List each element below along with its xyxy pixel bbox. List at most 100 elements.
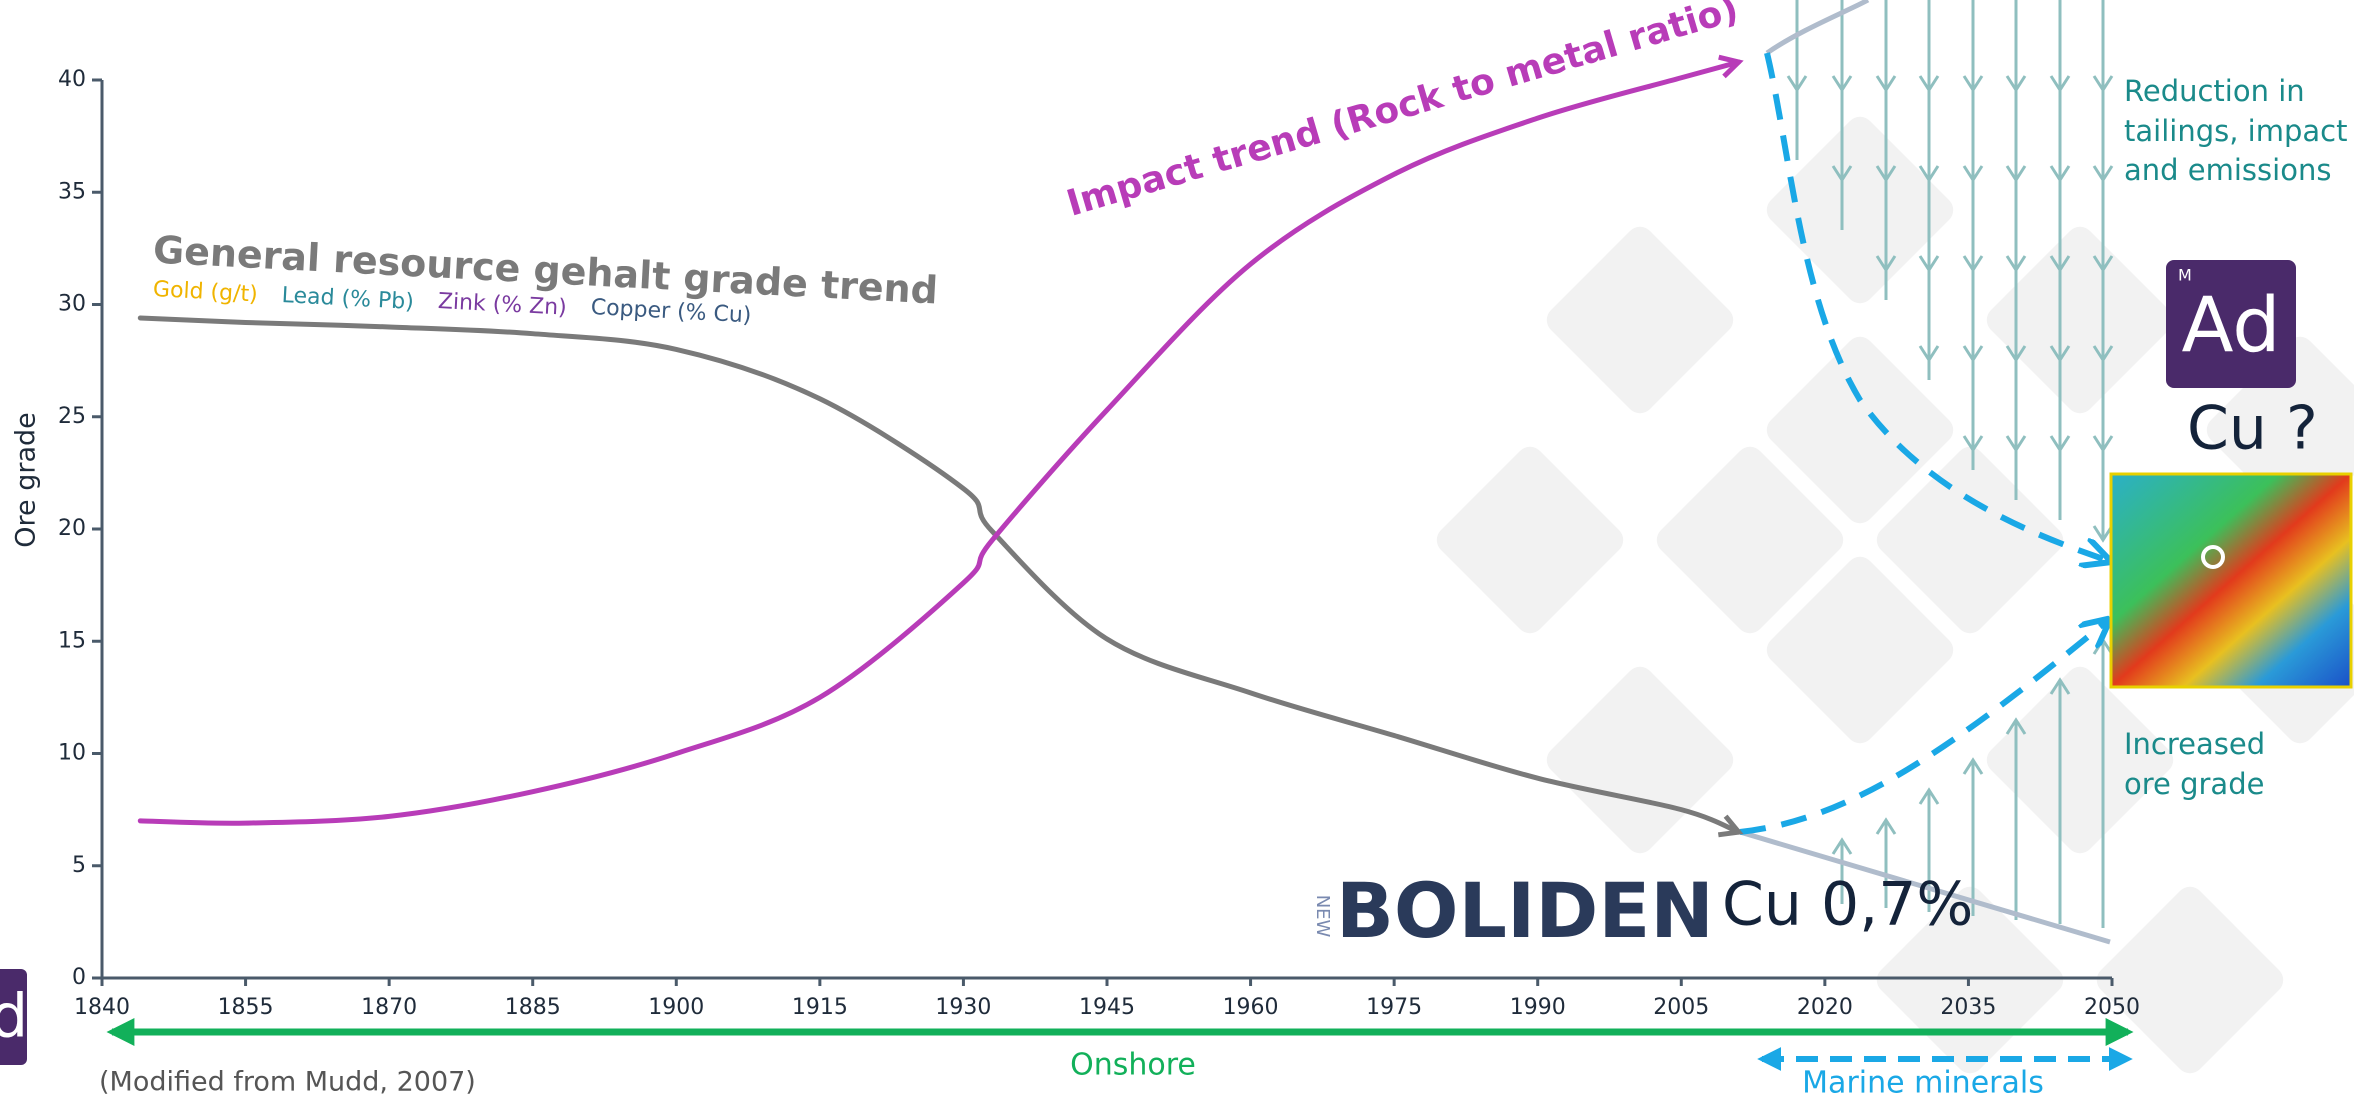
y-tick-label: 15 xyxy=(58,628,86,653)
arrow-head xyxy=(1831,837,1853,855)
ad-logo-edge xyxy=(0,969,27,1065)
increased-text: ore grade xyxy=(2124,767,2264,801)
x-tick-label: 2035 xyxy=(1940,995,1996,1020)
boliden-new: NEW xyxy=(1312,895,1333,938)
y-tick-label: 10 xyxy=(58,741,86,766)
source-note: (Modified from Mudd, 2007) xyxy=(99,1067,476,1098)
legend-label: Zink (% Zn) xyxy=(437,289,567,321)
y-axis-label: Ore grade xyxy=(11,412,42,548)
y-tick-label: 5 xyxy=(72,853,86,878)
x-tick-label: 1915 xyxy=(792,995,848,1020)
arrow-head xyxy=(1918,75,1940,93)
arrow-field xyxy=(1786,0,2114,928)
boliden-logo-bg xyxy=(1310,864,1686,954)
arrow-head xyxy=(2005,255,2027,273)
reduction-text: tailings, impact xyxy=(2124,114,2347,148)
ad-logo-m: M xyxy=(2178,266,2192,285)
x-tick-label: 1885 xyxy=(505,995,561,1020)
x-tick-label: 2020 xyxy=(1797,995,1853,1020)
bg-diamond xyxy=(1986,226,2174,414)
arrow-head xyxy=(2005,717,2027,735)
x-tick-label: 1960 xyxy=(1223,995,1279,1020)
projection-dashed xyxy=(1764,52,2106,560)
x-tick-label: 2050 xyxy=(2084,995,2140,1020)
y-tick-label: 30 xyxy=(58,292,86,317)
arrow-head xyxy=(1962,757,1984,775)
bg-diamond xyxy=(1986,666,2174,854)
cu-unknown: Cu ? xyxy=(2187,394,2318,464)
y-tick-label: 25 xyxy=(58,404,86,429)
arrow-head xyxy=(1875,165,1897,183)
arrow-head xyxy=(2005,75,2027,93)
bg-diamond xyxy=(1546,226,1734,414)
bg-diamond xyxy=(1766,336,1954,524)
arrow-head xyxy=(1831,165,1853,183)
arrow-head xyxy=(1918,345,1940,363)
x-tick-label: 1870 xyxy=(361,995,417,1020)
bg-diamond xyxy=(2096,886,2284,1074)
impact-label: Impact trend (Rock to metal ratio) xyxy=(1062,0,1743,225)
x-tick-label: 1840 xyxy=(74,995,130,1020)
y-tick-label: 35 xyxy=(58,179,86,204)
line-arrowhead xyxy=(1717,814,1744,838)
y-tick-label: 0 xyxy=(72,965,86,990)
arrow-head xyxy=(1962,435,1984,453)
arrow-head xyxy=(2092,165,2114,183)
increased-text: Increased xyxy=(2124,727,2265,761)
bg-diamond xyxy=(1656,446,1844,634)
bg-diamond xyxy=(1766,556,1954,744)
projection-line xyxy=(1739,829,2111,945)
reduction-text: and emissions xyxy=(2124,153,2331,187)
arrow-head xyxy=(2092,435,2114,453)
projection-dashed xyxy=(1739,622,2106,835)
marine-label: Marine minerals xyxy=(1802,1066,2044,1101)
arrow-head xyxy=(1918,787,1940,805)
boliden-logo: BOLIDEN xyxy=(1336,866,1714,955)
arrow-head xyxy=(2049,255,2071,273)
ad-logo xyxy=(2166,260,2296,388)
y-tick-label: 20 xyxy=(58,516,86,541)
arrow-head xyxy=(1786,75,1808,93)
projection-line xyxy=(1765,0,1870,56)
reduction-text: Reduction in xyxy=(2124,74,2305,108)
x-tick-label: 1930 xyxy=(935,995,991,1020)
arrow-head xyxy=(2005,345,2027,363)
ad-logo-edge-text: d xyxy=(0,982,28,1052)
legend-label: Gold (g/t) xyxy=(152,277,258,307)
arrow-head xyxy=(2092,345,2114,363)
series-line xyxy=(137,59,1742,826)
arrow-head xyxy=(2092,255,2114,273)
bg-diamond xyxy=(1766,116,1954,304)
x-tick-label: 1855 xyxy=(218,995,274,1020)
x-tick-label: 1975 xyxy=(1366,995,1422,1020)
arrow-head xyxy=(2092,75,2114,93)
arrow-head xyxy=(2049,75,2071,93)
arrow-head xyxy=(1962,165,1984,183)
series-line xyxy=(137,315,1742,835)
arrow-head xyxy=(1875,75,1897,93)
line-arrowhead xyxy=(1718,54,1744,79)
arrow-head xyxy=(1962,255,1984,273)
arrow-head xyxy=(2049,677,2071,695)
x-tick-label: 1900 xyxy=(648,995,704,1020)
arrow-head xyxy=(2049,345,2071,363)
arrow-head xyxy=(2005,165,2027,183)
y-tick-label: 40 xyxy=(58,67,86,92)
arrow-head xyxy=(1831,75,1853,93)
onshore-label: Onshore xyxy=(1070,1048,1196,1083)
x-tick-label: 1990 xyxy=(1510,995,1566,1020)
arrow-head xyxy=(1875,255,1897,273)
bg-diamond xyxy=(1436,446,1624,634)
bathymetry-image xyxy=(2109,472,2353,689)
arrow-head xyxy=(1875,817,1897,835)
arrow-head xyxy=(2049,435,2071,453)
cu-current: Cu 0,7% xyxy=(1722,870,1973,940)
arrow-head xyxy=(1962,75,1984,93)
arrow-head xyxy=(1918,165,1940,183)
x-tick-label: 2005 xyxy=(1653,995,1709,1020)
arrow-head xyxy=(2005,435,2027,453)
ad-logo-text: Ad xyxy=(2182,280,2281,369)
arrow-head xyxy=(1962,345,1984,363)
